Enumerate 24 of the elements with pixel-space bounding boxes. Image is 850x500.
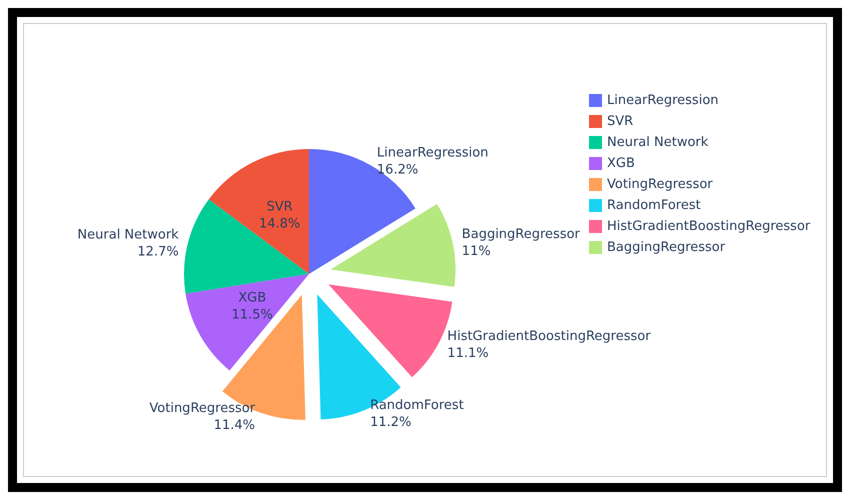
slice-label: SVR [266, 199, 293, 214]
legend-label: Neural Network [607, 135, 709, 150]
slice-label: HistGradientBoostingRegressor [447, 328, 652, 344]
slice-label: XGB [238, 290, 266, 306]
legend-label: RandomForest [607, 198, 701, 213]
legend-label: BaggingRegressor [607, 240, 726, 255]
data-label: 12.7% [137, 244, 179, 260]
legend-label: VotingRegressor [607, 177, 714, 192]
data-label: 16.2% [376, 162, 418, 178]
data-label: 11% [462, 244, 491, 260]
legend-label: XGB [607, 156, 635, 171]
legend-label: LinearRegression [607, 93, 719, 108]
data-label: 11.5% [232, 308, 273, 323]
slice-label: LinearRegression [376, 145, 488, 160]
legend-label: SVR [607, 114, 634, 129]
slice-label: BaggingRegressor [462, 227, 581, 242]
slice-label: VotingRegressor [149, 400, 256, 416]
data-label: 14.8% [258, 216, 300, 232]
legend-label: HistGradientBoostingRegressor [607, 219, 811, 234]
data-label: 11.1% [447, 346, 489, 361]
data-label: 11.2% [370, 415, 412, 430]
data-label: 11.4% [214, 418, 256, 433]
slice-label: Neural Network [77, 227, 180, 242]
slice-label: RandomForest [370, 398, 464, 414]
